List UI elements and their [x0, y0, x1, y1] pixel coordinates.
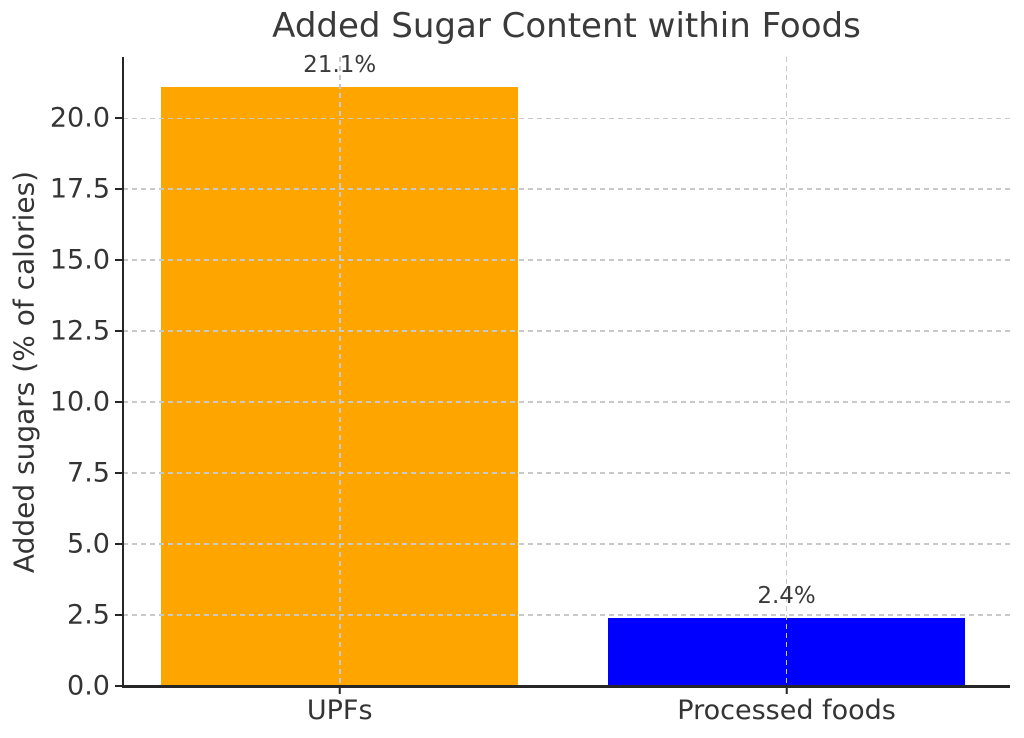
horizontal-gridline [123, 614, 1010, 616]
y-tick-label: 15.0 [49, 244, 110, 276]
bar-value-label: 2.4% [757, 582, 816, 609]
horizontal-gridline [123, 401, 1010, 403]
y-tick-label: 10.0 [49, 386, 110, 418]
horizontal-gridline [123, 543, 1010, 545]
y-axis-label: Added sugars (% of calories) [7, 170, 41, 574]
chart-title: Added Sugar Content within Foods [272, 6, 861, 46]
bar-value-label: 21.1% [303, 52, 377, 79]
plot-area: 0.0 2.5 5.0 7.5 10.0 12.5 15.0 17.5 20.0 21.1% UPF… [50, 52, 1010, 726]
y-tick-mark [114, 117, 122, 120]
y-tick-label: 20.0 [49, 102, 110, 134]
y-axis-spine [121, 57, 124, 688]
y-tick-label: 5.0 [67, 528, 110, 560]
y-tick-mark [114, 259, 122, 262]
y-tick-label: 0.0 [67, 670, 110, 702]
y-tick-mark [114, 188, 122, 191]
horizontal-gridline [123, 117, 1010, 120]
x-axis-spine [121, 684, 1010, 688]
horizontal-gridline [123, 472, 1010, 474]
y-tick-mark [114, 472, 122, 475]
horizontal-gridline [123, 188, 1010, 191]
y-tick-label: 2.5 [67, 599, 110, 631]
vertical-gridline [785, 57, 788, 686]
horizontal-gridline [123, 330, 1010, 332]
x-tick-label: UPFs [306, 695, 373, 726]
y-tick-mark [114, 330, 122, 333]
y-tick-label: 7.5 [67, 457, 110, 489]
y-tick-label: 12.5 [49, 315, 110, 347]
y-tick-label: 17.5 [49, 173, 110, 205]
vertical-gridline [338, 57, 341, 686]
x-tick-label: Processed foods [677, 695, 896, 726]
x-tick-mark [785, 687, 788, 694]
y-tick-mark [114, 401, 122, 404]
y-tick-mark [114, 614, 122, 617]
horizontal-gridline [123, 259, 1010, 262]
y-tick-mark [114, 543, 122, 546]
y-tick-mark [114, 685, 122, 687]
x-tick-mark [338, 687, 341, 694]
